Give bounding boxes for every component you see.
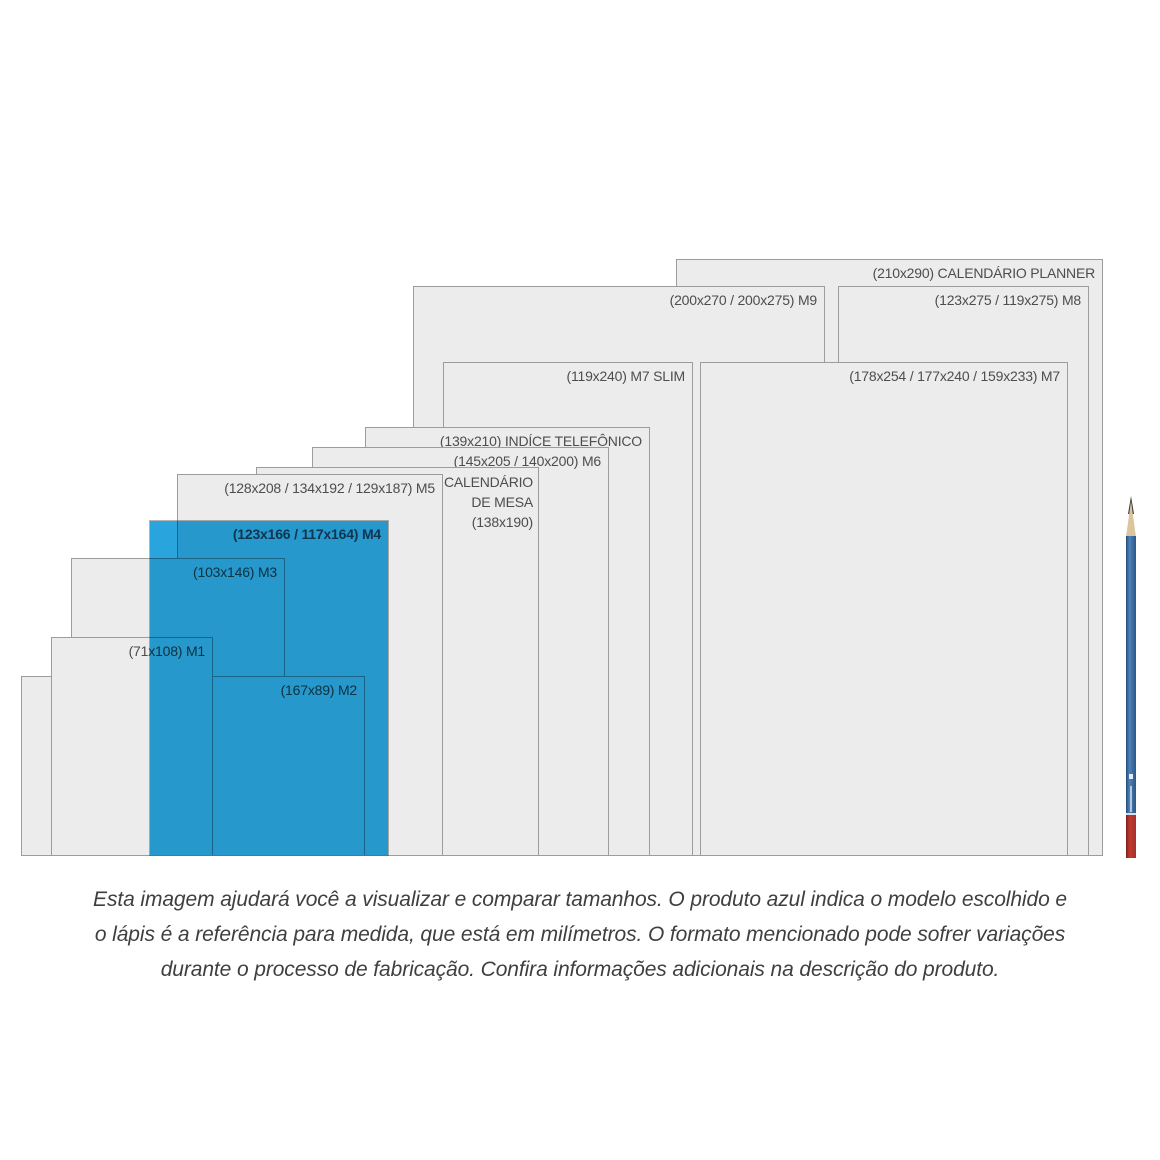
size-label-m9: (200x270 / 200x275) M9 [669, 292, 818, 308]
size-label-m7-slim: (119x240) M7 SLIM [566, 368, 685, 384]
pencil-icon [1126, 496, 1136, 858]
pencil-brand-text-mark [1130, 786, 1132, 812]
caption-line-1: Esta imagem ajudará você a visualizar e … [93, 888, 1067, 911]
pencil-red-end [1126, 815, 1136, 858]
size-label-m6: (145x205 / 140x200) M6 [453, 453, 602, 469]
caption-line-3: durante o processo de fabricação. Confir… [160, 958, 1000, 981]
highlighted-size-rect-m4 [149, 520, 389, 856]
pencil-wood-cone [1126, 501, 1136, 537]
pencil-ferrule-band [1126, 813, 1136, 815]
size-label-indice-telefonico: (139x210) INDÍCE TELEFÔNICO [439, 433, 642, 449]
pencil-brand-mark [1129, 774, 1133, 779]
highlighted-size-label-m4: (123x166 / 117x164) M4 [232, 526, 381, 542]
pencil-body [1126, 536, 1136, 838]
size-label-calendario-planner: (210x290) CALENDÁRIO PLANNER [872, 265, 1096, 281]
size-label-m8: (123x275 / 119x275) M8 [934, 292, 1082, 308]
size-rect-m7: (178x254 / 177x240 / 159x233) M7 [700, 362, 1068, 856]
size-label-m7: (178x254 / 177x240 / 159x233) M7 [849, 368, 1060, 384]
caption-line-2: o lápis é a referência para medida, que … [94, 923, 1066, 946]
caption-text: Esta imagem ajudará você a visualizar e … [40, 882, 1120, 987]
size-label-m5: (128x208 / 134x192 / 129x187) M5 [224, 480, 435, 496]
size-label-calendario-de-mesa: CALENDÁRIO DE MESA (138x190) [443, 474, 533, 530]
